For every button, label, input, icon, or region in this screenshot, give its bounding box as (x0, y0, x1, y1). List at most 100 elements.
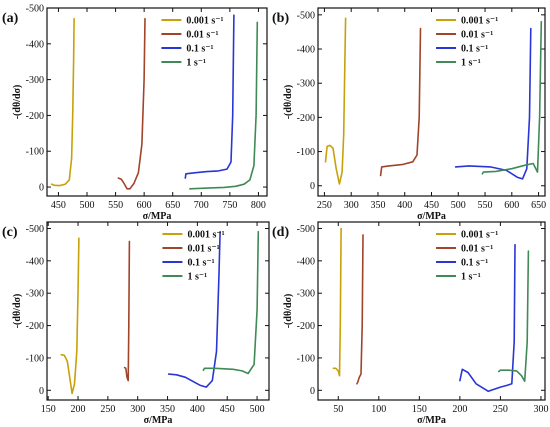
y-tick-label: -500 (297, 224, 315, 235)
y-tick-label: -200 (26, 321, 44, 332)
x-tick-label: 450 (220, 404, 235, 415)
panel-c: 150 200 250 300 350 400 450 500 0 -100 -200 -300 -40… (2, 221, 270, 426)
legend-label: 0.01 s⁻¹ (186, 30, 218, 41)
legend-label: 0.001 s⁻¹ (186, 16, 223, 27)
x-tick-label: 250 (493, 404, 508, 415)
y-axis-title: -(dθ/dσ) (12, 85, 23, 120)
legend-label: 1 s⁻¹ (461, 272, 481, 283)
x-tick-label: 150 (41, 404, 56, 415)
x-tick-label: 600 (504, 200, 519, 211)
x-tick-label: 750 (222, 200, 237, 211)
y-tick-label: -400 (297, 256, 315, 267)
y-tick-label: -400 (26, 256, 44, 267)
y-tick-label: -200 (26, 111, 44, 122)
x-axis-title: σ/MPa (143, 211, 172, 222)
panel-label: (b) (272, 11, 289, 26)
series-line (189, 21, 259, 190)
legend-label: 0.01 s⁻¹ (461, 30, 493, 41)
y-axis-title: -(dθ/dσ) (12, 294, 23, 329)
y-tick-label: -100 (297, 353, 315, 364)
x-tick-label: 500 (250, 404, 265, 415)
series-line (202, 230, 260, 375)
x-tick-label: 200 (452, 404, 467, 415)
y-tick-label: -100 (297, 147, 315, 158)
x-tick-label: 450 (424, 200, 439, 211)
x-tick-label: 350 (370, 200, 385, 211)
y-tick-label: 0 (39, 183, 44, 194)
y-tick-label: -200 (297, 113, 315, 124)
legend-label: 0.1 s⁻¹ (461, 44, 488, 55)
y-tick-label: -300 (297, 289, 315, 300)
legend-label: 0.1 s⁻¹ (187, 258, 214, 269)
x-tick-label: 400 (190, 404, 205, 415)
x-tick-label: 800 (251, 200, 266, 211)
x-tick-label: 350 (160, 404, 175, 415)
y-tick-label: 0 (39, 386, 44, 397)
x-tick-label: 600 (137, 200, 152, 211)
series-line (167, 230, 221, 388)
x-tick-label: 300 (533, 404, 548, 415)
x-tick-label: 250 (317, 200, 332, 211)
series-line (60, 237, 80, 395)
panel-label: (a) (2, 11, 19, 26)
series-line (356, 234, 364, 385)
y-tick-label: 0 (310, 181, 315, 192)
x-axis-title: σ/MPa (144, 415, 173, 426)
panel-label: (c) (2, 225, 18, 240)
x-tick-label: 550 (478, 200, 493, 211)
x-tick-label: 100 (371, 404, 386, 415)
series-line (459, 243, 516, 393)
legend-label: 0.001 s⁻¹ (461, 16, 498, 27)
x-tick-label: 250 (100, 404, 115, 415)
x-tick-label: 50 (333, 404, 343, 415)
series-line (379, 27, 422, 177)
y-tick-label: 0 (310, 386, 315, 397)
legend-label: 0.001 s⁻¹ (461, 230, 498, 241)
series-line (498, 250, 530, 382)
legend-label: 0.01 s⁻¹ (461, 244, 493, 255)
y-tick-label: -100 (26, 353, 44, 364)
legend-label: 1 s⁻¹ (461, 58, 481, 69)
panel-d: 50 100 150 200 250 300 0 -100 -200 -300 -400 -500 σ/… (272, 221, 548, 426)
y-tick-label: -200 (297, 321, 315, 332)
series-line (324, 17, 347, 185)
y-tick-label: -300 (297, 79, 315, 90)
panel-b: 250 300 350 400 450 500 550 600 650 0 -100 -200 -300… (272, 7, 546, 222)
legend-label: 0.1 s⁻¹ (461, 258, 488, 269)
plot-frame (317, 221, 546, 401)
x-tick-label: 200 (71, 404, 86, 415)
x-axis-title: σ/MPa (417, 415, 446, 426)
x-tick-label: 150 (412, 404, 427, 415)
x-tick-label: 400 (397, 200, 412, 211)
series-line (454, 27, 532, 180)
x-tick-label: 300 (344, 200, 359, 211)
x-tick-label: 300 (130, 404, 145, 415)
series-line (332, 227, 342, 377)
plot-frame (317, 7, 546, 197)
plot-frame (46, 7, 268, 197)
legend-label: 0.001 s⁻¹ (187, 230, 224, 241)
legend-label: 0.1 s⁻¹ (186, 44, 213, 55)
y-tick-label: -500 (26, 224, 44, 235)
x-axis-title: σ/MPa (417, 211, 446, 222)
y-tick-label: -100 (26, 147, 44, 158)
panel-label: (d) (272, 225, 289, 240)
y-tick-label: -400 (26, 39, 44, 50)
y-tick-label: -400 (297, 45, 315, 56)
series-line (123, 240, 131, 382)
series-line (481, 20, 543, 175)
series-line (184, 14, 235, 179)
y-axis-title: -(dθ/dσ) (283, 85, 294, 120)
panel-a: 450 500 550 600 650 700 750 800 0 -100 -200 -300 -40… (2, 4, 268, 222)
x-tick-label: 650 (165, 200, 180, 211)
y-tick-label: -300 (26, 75, 44, 86)
legend-label: 1 s⁻¹ (187, 272, 207, 283)
x-tick-label: 450 (51, 200, 66, 211)
y-tick-label: -300 (26, 289, 44, 300)
plot-frame (46, 221, 270, 401)
y-tick-label: -500 (297, 10, 315, 21)
legend-label: 0.01 s⁻¹ (187, 244, 219, 255)
x-tick-label: 700 (194, 200, 209, 211)
x-tick-label: 500 (80, 200, 95, 211)
